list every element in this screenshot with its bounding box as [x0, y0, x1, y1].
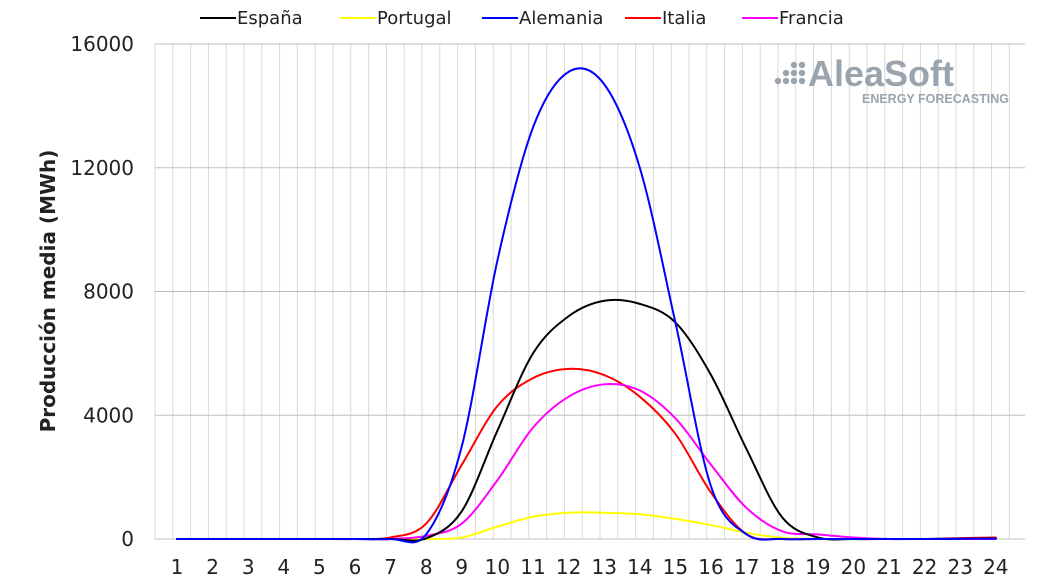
x-tick-label: 17	[734, 555, 759, 576]
series-line-espa-a	[176, 298, 997, 542]
series-line-portugal	[176, 511, 997, 541]
x-axis-ticks: 1 2 3 4 5 6 7 8 9 10 11 12 13 14 15 16 17 18 19 20 21 22 23 24	[171, 555, 1009, 576]
legend-label: Alemania	[519, 8, 603, 29]
legend-label: España	[237, 8, 303, 29]
series-lines	[176, 67, 997, 544]
x-tick-label: 19	[805, 555, 830, 576]
y-tick-label: 8000	[83, 280, 134, 304]
x-tick-label: 1	[171, 555, 184, 576]
x-tick-label: 11	[520, 555, 545, 576]
series-line-alemania	[176, 67, 997, 544]
legend-label: Italia	[662, 8, 706, 29]
y-tick-label: 4000	[83, 403, 134, 427]
x-tick-label: 23	[947, 555, 972, 576]
x-tick-label: 3	[242, 555, 255, 576]
x-tick-label: 7	[384, 555, 397, 576]
logo-main-text: AleaSoft	[808, 53, 954, 94]
x-tick-label: 22	[912, 555, 937, 576]
x-tick-label: 21	[876, 555, 901, 576]
x-tick-label: 20	[841, 555, 866, 576]
y-tick-label: 0	[121, 527, 134, 551]
x-tick-label: 2	[206, 555, 219, 576]
series-line-italia	[176, 367, 997, 541]
x-tick-label: 5	[313, 555, 326, 576]
y-axis-ticks: 0 4000 8000 12000 16000	[70, 32, 134, 551]
x-tick-label: 18	[769, 555, 794, 576]
x-tick-label: 24	[983, 555, 1008, 576]
logo-dots-icon	[774, 61, 806, 85]
y-axis-label: Producción media (MWh)	[36, 150, 60, 433]
x-tick-label: 8	[420, 555, 433, 576]
series-line-francia	[176, 383, 997, 541]
x-tick-label: 13	[591, 555, 616, 576]
x-tick-label: 12	[556, 555, 581, 576]
logo-sub-text: ENERGY FORECASTING	[862, 92, 1009, 106]
x-tick-label: 9	[455, 555, 468, 576]
legend: España Portugal Alemania Italia Francia	[200, 8, 844, 29]
x-tick-label: 14	[627, 555, 652, 576]
y-tick-label: 12000	[70, 156, 134, 180]
aleasoft-logo: AleaSoft ENERGY FORECASTING	[774, 53, 1009, 106]
legend-label: Francia	[779, 8, 844, 29]
x-tick-label: 16	[698, 555, 723, 576]
grid	[154, 43, 1025, 540]
x-tick-label: 15	[663, 555, 688, 576]
x-tick-label: 10	[485, 555, 510, 576]
legend-label: Portugal	[377, 8, 452, 29]
x-tick-label: 6	[349, 555, 362, 576]
y-tick-label: 16000	[70, 32, 134, 56]
x-tick-label: 4	[277, 555, 290, 576]
